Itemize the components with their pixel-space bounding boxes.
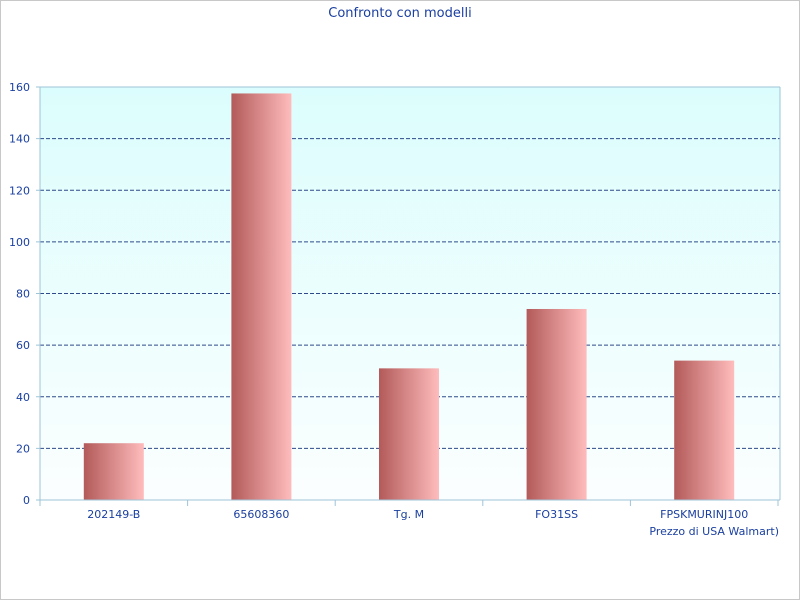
bars <box>83 93 735 500</box>
chart-title: Confronto con modelli <box>328 6 471 21</box>
y-tick-label: 40 <box>16 391 30 404</box>
bar <box>379 368 439 500</box>
y-tick-label: 160 <box>9 81 30 94</box>
bar <box>674 360 735 500</box>
x-tick-label: 65608360 <box>233 508 289 521</box>
y-tick-label: 60 <box>16 339 30 352</box>
y-tick-labels: 0 20 40 60 80 100 120 140 160 <box>9 81 30 507</box>
x-tick-label: 202149-B <box>87 508 140 521</box>
x-tick-labels: 202149-B 65608360 Tg. M FO31SS FPSKMURINJ100 <box>87 508 748 521</box>
y-tick-label: 120 <box>9 184 30 197</box>
bar <box>526 308 587 500</box>
x-tick-label: FO31SS <box>535 508 578 521</box>
x-axis-label: Prezzo di USA Walmart) <box>649 525 779 538</box>
axes <box>36 86 781 506</box>
y-tick-label: 80 <box>16 288 30 301</box>
bar <box>83 443 144 500</box>
y-tick-label: 20 <box>16 442 30 455</box>
x-tick-label: Tg. M <box>393 508 424 521</box>
y-tick-label: 100 <box>9 236 30 249</box>
y-tick-label: 140 <box>9 133 30 146</box>
bar <box>231 93 292 500</box>
x-tick-label: FPSKMURINJ100 <box>660 508 748 521</box>
y-tick-label: 0 <box>23 494 30 507</box>
